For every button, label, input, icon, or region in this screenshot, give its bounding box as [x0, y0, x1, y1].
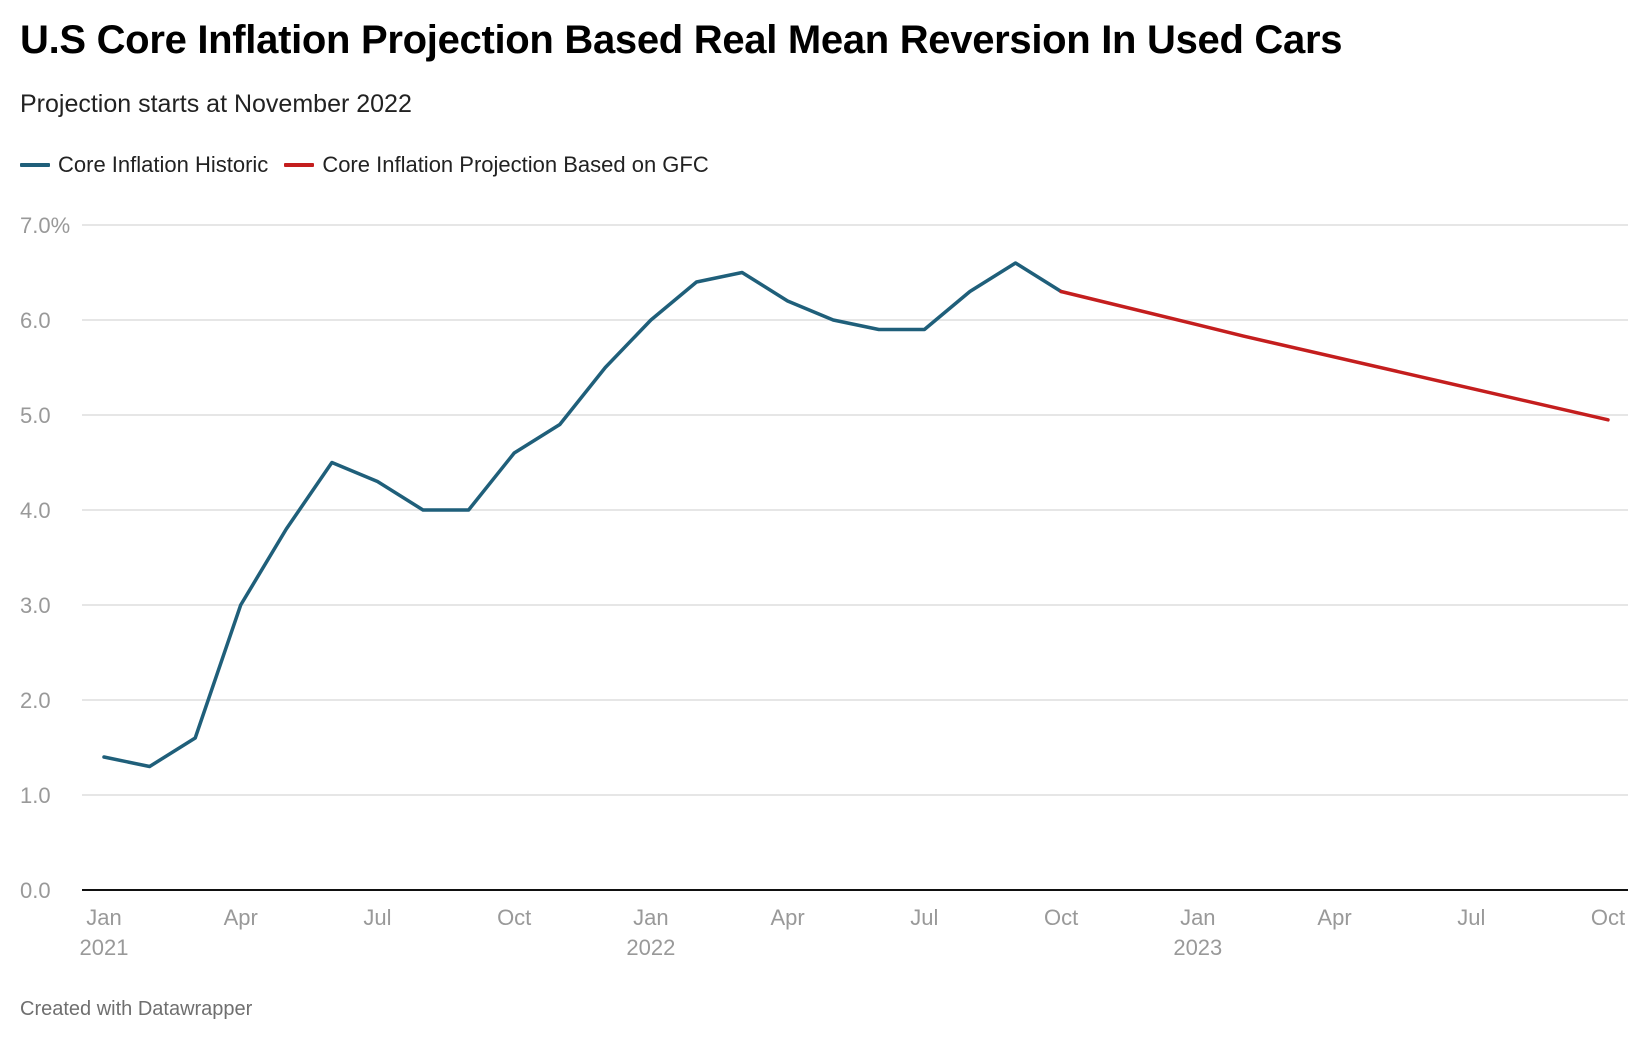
- x-tick-label: Jan: [86, 905, 121, 930]
- x-tick-label: Jul: [1457, 905, 1485, 930]
- legend-label-projection: Core Inflation Projection Based on GFC: [322, 152, 709, 177]
- x-tick-label: Oct: [497, 905, 531, 930]
- y-tick-label: 5.0: [20, 403, 51, 428]
- chart-legend: Core Inflation Historic Core Inflation P…: [20, 152, 725, 178]
- legend-swatch-projection: [284, 163, 315, 167]
- legend-swatch-historic: [20, 163, 50, 167]
- x-tick-label: Apr: [771, 905, 805, 930]
- legend-label-historic: Core Inflation Historic: [58, 152, 269, 177]
- y-tick-label: 7.0%: [20, 213, 70, 238]
- series-line-projection: [1059, 289, 1610, 422]
- footer-credit: Created with Datawrapper: [20, 998, 253, 1020]
- y-tick-label: 1.0: [20, 783, 51, 808]
- x-tick-year-label: 2022: [626, 935, 675, 960]
- chart-subtitle: Projection starts at November 2022: [20, 90, 412, 118]
- y-tick-label: 6.0: [20, 308, 51, 333]
- axes: 0.0 1.0 2.0 3.0 4.0 5.0 6.0 7.0% Jan 2021 Apr Jul Oc…: [20, 213, 1628, 960]
- y-tick-label: 0.0: [20, 878, 51, 903]
- series-lines: [102, 261, 1610, 769]
- x-tick-label: Apr: [224, 905, 258, 930]
- y-tick-label: 4.0: [20, 498, 51, 523]
- x-tick-label: Oct: [1591, 905, 1625, 930]
- y-tick-label: 2.0: [20, 688, 51, 713]
- x-tick-year-label: 2023: [1173, 935, 1222, 960]
- x-tick-label: Jan: [1180, 905, 1215, 930]
- x-tick-label: Oct: [1044, 905, 1078, 930]
- chart-title: U.S Core Inflation Projection Based Real…: [20, 18, 1343, 62]
- x-tick-year-label: 2021: [80, 935, 129, 960]
- legend-item-projection: Core Inflation Projection Based on GFC: [284, 152, 709, 178]
- gridlines: [82, 224, 1628, 796]
- x-tick-label: Apr: [1317, 905, 1351, 930]
- x-tick-label: Jul: [363, 905, 391, 930]
- series-line-historic: [102, 261, 1063, 769]
- legend-item-historic: Core Inflation Historic: [20, 152, 268, 178]
- x-tick-label: Jan: [633, 905, 668, 930]
- y-tick-label: 3.0: [20, 593, 51, 618]
- x-tick-label: Jul: [910, 905, 938, 930]
